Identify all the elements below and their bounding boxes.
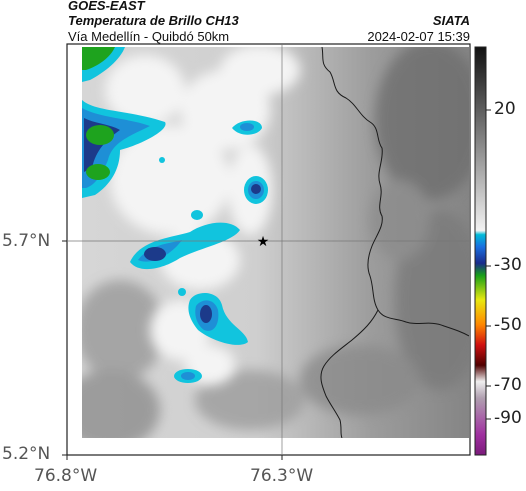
colorbar-label-20: 20 <box>494 99 516 119</box>
datetime-label: 2024-02-07 15:39 <box>367 29 470 44</box>
imagery-layer <box>82 47 469 438</box>
satellite-title: GOES-EAST <box>68 0 145 13</box>
colorbar-label-minus90: -90 <box>494 408 522 428</box>
product-title: Temperatura de Brillo CH13 <box>68 13 239 28</box>
admin-borders <box>320 47 469 438</box>
star-marker-icon: ★ <box>257 234 270 250</box>
lon-label-76.3: 76.3°W <box>250 466 314 486</box>
agency-label: SIATA <box>432 13 470 28</box>
colorbar-ticks <box>486 109 491 420</box>
route-subtitle: Vía Medellín - Quibdó 50km <box>68 29 230 44</box>
colorbar-label-minus50: -50 <box>494 315 522 335</box>
cold-cloud-tops <box>82 47 268 383</box>
colorbar <box>474 46 487 456</box>
lon-label-76.8: 76.8°W <box>34 466 98 486</box>
colorbar-label-minus70: -70 <box>494 375 522 395</box>
lat-label-5.7: 5.7°N <box>2 231 51 251</box>
lat-label-5.2: 5.2°N <box>2 444 51 464</box>
axis-ticks <box>62 240 283 460</box>
colorbar-label-minus30: -30 <box>494 255 522 275</box>
